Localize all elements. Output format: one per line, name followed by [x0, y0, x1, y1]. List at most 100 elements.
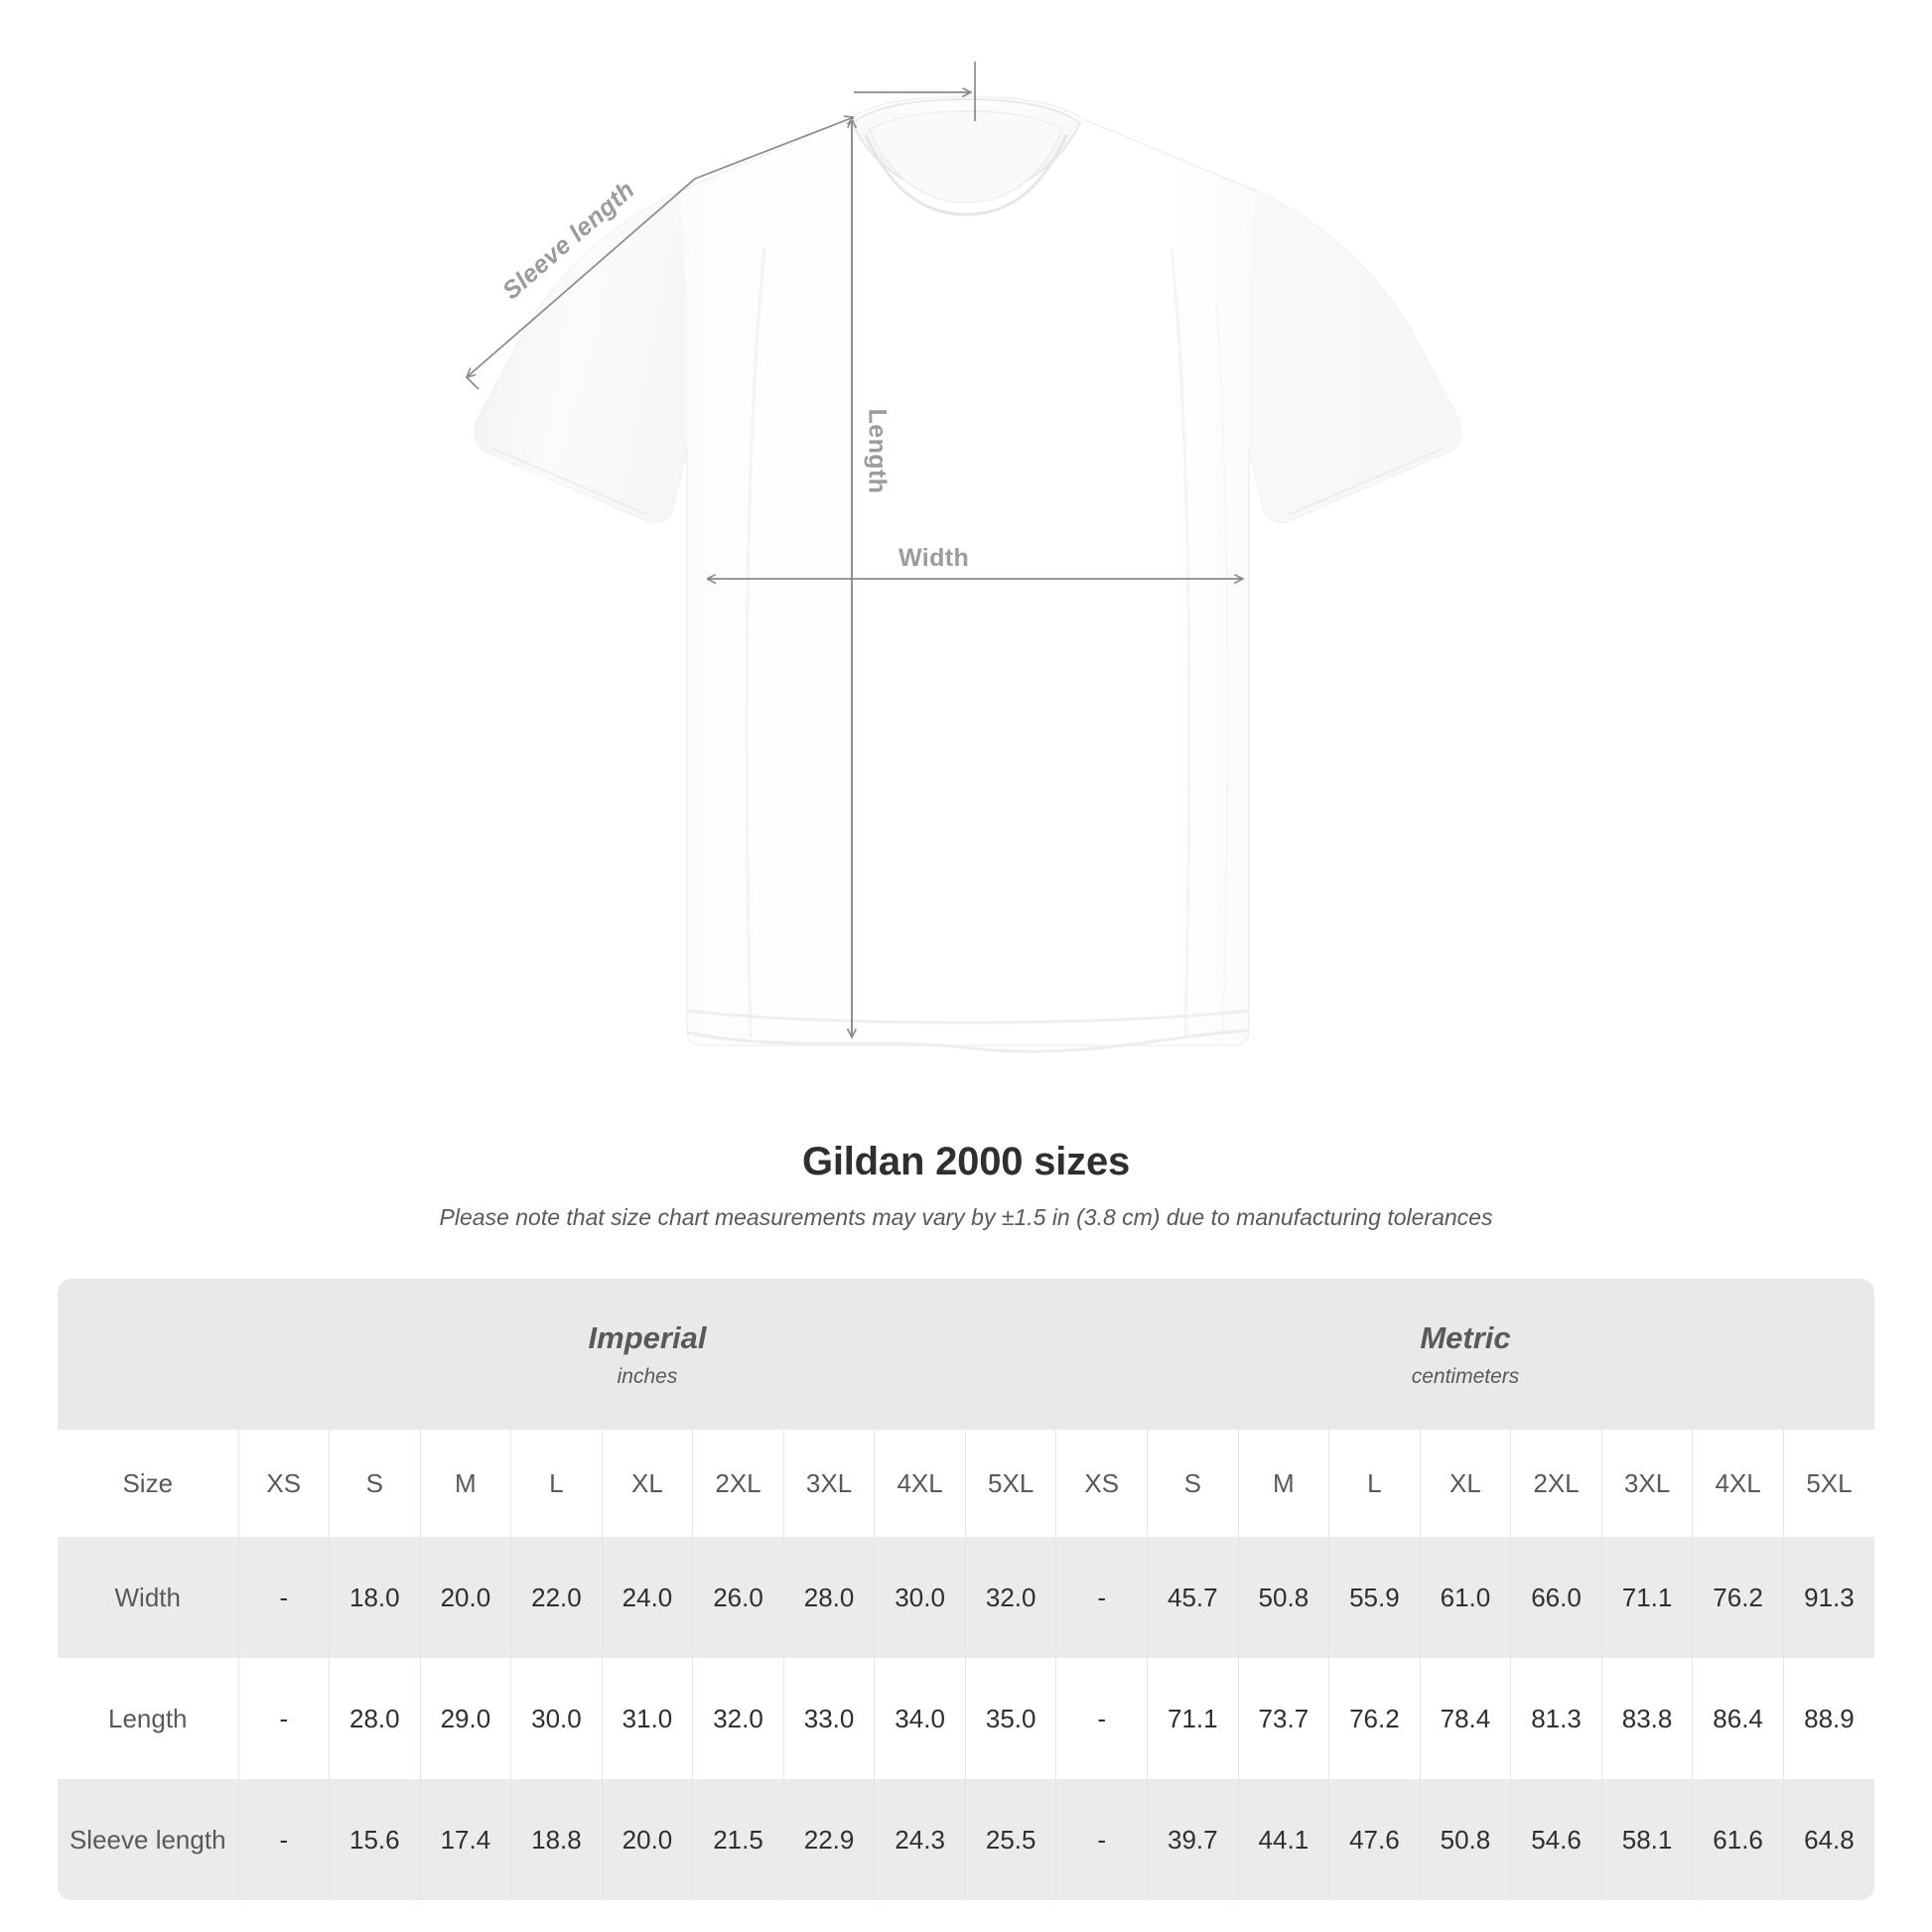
page-title: Gildan 2000 sizes [801, 1140, 1131, 1183]
cell-sleeve-length-metric-s: 39.7 [1147, 1779, 1239, 1900]
cell-sleeve-length-imperial-s: 15.6 [329, 1779, 421, 1900]
cell-length-metric-5xl: 88.9 [1783, 1658, 1875, 1779]
cell-width-imperial-xl: 24.0 [602, 1537, 694, 1658]
size-header-metric-xs: XS [1055, 1430, 1149, 1537]
size-header-metric-4xl: 4XL [1692, 1430, 1784, 1537]
measurement-label-width: Width [58, 1537, 239, 1658]
cell-sleeve-length-imperial-4xl: 24.3 [874, 1779, 966, 1900]
cell-length-metric-3xl: 83.8 [1601, 1658, 1694, 1779]
cell-sleeve-length-imperial-m: 17.4 [420, 1779, 512, 1900]
size-header-metric-xl: XL [1420, 1430, 1512, 1537]
tshirt-illustration [0, 62, 1462, 1053]
size-header-metric-m: M [1238, 1430, 1330, 1537]
cell-length-imperial-xl: 31.0 [602, 1658, 694, 1779]
cell-length-imperial-2xl: 32.0 [692, 1658, 784, 1779]
cell-sleeve-length-imperial-l: 18.8 [510, 1779, 603, 1900]
size-header-imperial-l: L [510, 1430, 603, 1537]
cell-width-imperial-2xl: 26.0 [692, 1537, 784, 1658]
table-row: Sleeve length -15.6 17.4 18.8 20.0 21.5 22.9 24… [58, 1779, 1875, 1900]
cell-width-imperial-l: 22.0 [510, 1537, 603, 1658]
cell-width-imperial-5xl: 32.0 [965, 1537, 1057, 1658]
sleeve-length-tick [466, 376, 480, 390]
cell-width-imperial-s: 18.0 [329, 1537, 421, 1658]
cell-width-metric-l: 55.9 [1328, 1537, 1421, 1658]
group-header-spacer [58, 1279, 238, 1430]
cell-sleeve-length-imperial-3xl: 22.9 [783, 1779, 876, 1900]
cell-width-metric-s: 45.7 [1147, 1537, 1239, 1658]
cell-length-metric-2xl: 81.3 [1510, 1658, 1602, 1779]
cell-sleeve-length-imperial-2xl: 21.5 [692, 1779, 784, 1900]
cell-length-imperial-3xl: 33.0 [783, 1658, 876, 1779]
length-label: Length [863, 408, 892, 494]
cell-sleeve-length-metric-xl: 50.8 [1420, 1779, 1512, 1900]
cell-width-metric-xl: 61.0 [1420, 1537, 1512, 1658]
cell-sleeve-length-metric-l: 47.6 [1328, 1779, 1421, 1900]
cell-sleeve-length-imperial-xs: - [238, 1779, 331, 1900]
unit-group-unit: centimeters [1411, 1364, 1520, 1388]
cell-sleeve-length-metric-4xl: 61.6 [1692, 1779, 1784, 1900]
cell-width-imperial-m: 20.0 [420, 1537, 512, 1658]
unit-group-header-row: Imperial inches Metric centimeters [58, 1279, 1875, 1430]
size-header-metric-l: L [1328, 1430, 1421, 1537]
size-header-metric-s: S [1147, 1430, 1239, 1537]
cell-sleeve-length-metric-3xl: 58.1 [1601, 1779, 1694, 1900]
size-header-metric-3xl: 3XL [1601, 1430, 1694, 1537]
size-header-imperial-5xl: 5XL [965, 1430, 1057, 1537]
table-row: Length -28.0 29.0 30.0 31.0 32.0 33.0 34.0 35.0-… [58, 1658, 1875, 1779]
size-header-imperial-3xl: 3XL [783, 1430, 876, 1537]
shirt-shape [474, 95, 1462, 1053]
cell-length-imperial-m: 29.0 [420, 1658, 512, 1779]
cell-sleeve-length-imperial-xl: 20.0 [602, 1779, 694, 1900]
cell-sleeve-length-metric-2xl: 54.6 [1510, 1779, 1602, 1900]
measurement-label-sleeve-length: Sleeve length [58, 1779, 239, 1900]
size-header-imperial-xs: XS [238, 1430, 331, 1537]
cell-length-imperial-l: 30.0 [510, 1658, 603, 1779]
cell-width-metric-3xl: 71.1 [1601, 1537, 1694, 1658]
size-header-imperial-s: S [329, 1430, 421, 1537]
cell-width-imperial-4xl: 30.0 [874, 1537, 966, 1658]
size-header-imperial-4xl: 4XL [874, 1430, 966, 1537]
size-header-imperial-m: M [420, 1430, 512, 1537]
table-row: Width -18.0 20.0 22.0 24.0 26.0 28.0 30.0 32.0-4… [58, 1537, 1875, 1658]
cell-sleeve-length-metric-5xl: 64.8 [1783, 1779, 1875, 1900]
cell-sleeve-length-imperial-5xl: 25.5 [965, 1779, 1057, 1900]
tolerance-note: Please note that size chart measurements… [439, 1204, 1493, 1230]
cell-width-metric-4xl: 76.2 [1692, 1537, 1784, 1658]
cell-length-metric-s: 71.1 [1147, 1658, 1239, 1779]
sleeve-length-arrow [467, 178, 696, 377]
measurement-label-length: Length [58, 1658, 239, 1779]
cell-length-imperial-4xl: 34.0 [874, 1658, 966, 1779]
size-chart-table: Imperial inches Metric centimeters Size XS S M L… [58, 1279, 1875, 1900]
cell-sleeve-length-metric-xs: - [1055, 1779, 1149, 1900]
cell-length-imperial-5xl: 35.0 [965, 1658, 1057, 1779]
cell-sleeve-length-metric-m: 44.1 [1238, 1779, 1330, 1900]
size-header-metric-2xl: 2XL [1510, 1430, 1602, 1537]
size-chart-table-wrapper: Imperial inches Metric centimeters Size XS S M L… [58, 1279, 1875, 1900]
cell-width-metric-xs: - [1055, 1537, 1149, 1658]
width-label: Width [898, 544, 970, 572]
cell-width-metric-m: 50.8 [1238, 1537, 1330, 1658]
cell-length-imperial-xs: - [238, 1658, 331, 1779]
size-header-imperial-xl: XL [602, 1430, 694, 1537]
chart-heading: Gildan 2000 sizes Please note that size … [0, 1140, 1932, 1231]
cell-width-imperial-xs: - [238, 1537, 331, 1658]
size-header-row: Size XS S M L XL 2XL 3XL 4XL 5XL XS S M L XL 2XL 3XL 4XL 5… [58, 1430, 1875, 1537]
unit-group-unit: inches [617, 1364, 678, 1388]
cell-length-metric-xs: - [1055, 1658, 1149, 1779]
cell-width-imperial-3xl: 28.0 [783, 1537, 876, 1658]
cell-length-metric-4xl: 86.4 [1692, 1658, 1784, 1779]
size-header-metric-5xl: 5XL [1783, 1430, 1875, 1537]
tshirt-diagram: Sleeve length Length Width [0, 62, 1462, 1053]
cell-width-metric-2xl: 66.0 [1510, 1537, 1602, 1658]
cell-length-metric-xl: 78.4 [1420, 1658, 1512, 1779]
cell-width-metric-5xl: 91.3 [1783, 1537, 1875, 1658]
unit-group-name: Imperial [588, 1320, 707, 1356]
dimension-lines [467, 62, 1243, 1037]
unit-group-imperial: Imperial inches [238, 1279, 1056, 1430]
cell-length-metric-l: 76.2 [1328, 1658, 1421, 1779]
sleeve-length-leader-top [694, 117, 854, 180]
size-header-imperial-2xl: 2XL [692, 1430, 784, 1537]
cell-length-metric-m: 73.7 [1238, 1658, 1330, 1779]
size-column-header: Size [58, 1430, 239, 1537]
cell-length-imperial-s: 28.0 [329, 1658, 421, 1779]
